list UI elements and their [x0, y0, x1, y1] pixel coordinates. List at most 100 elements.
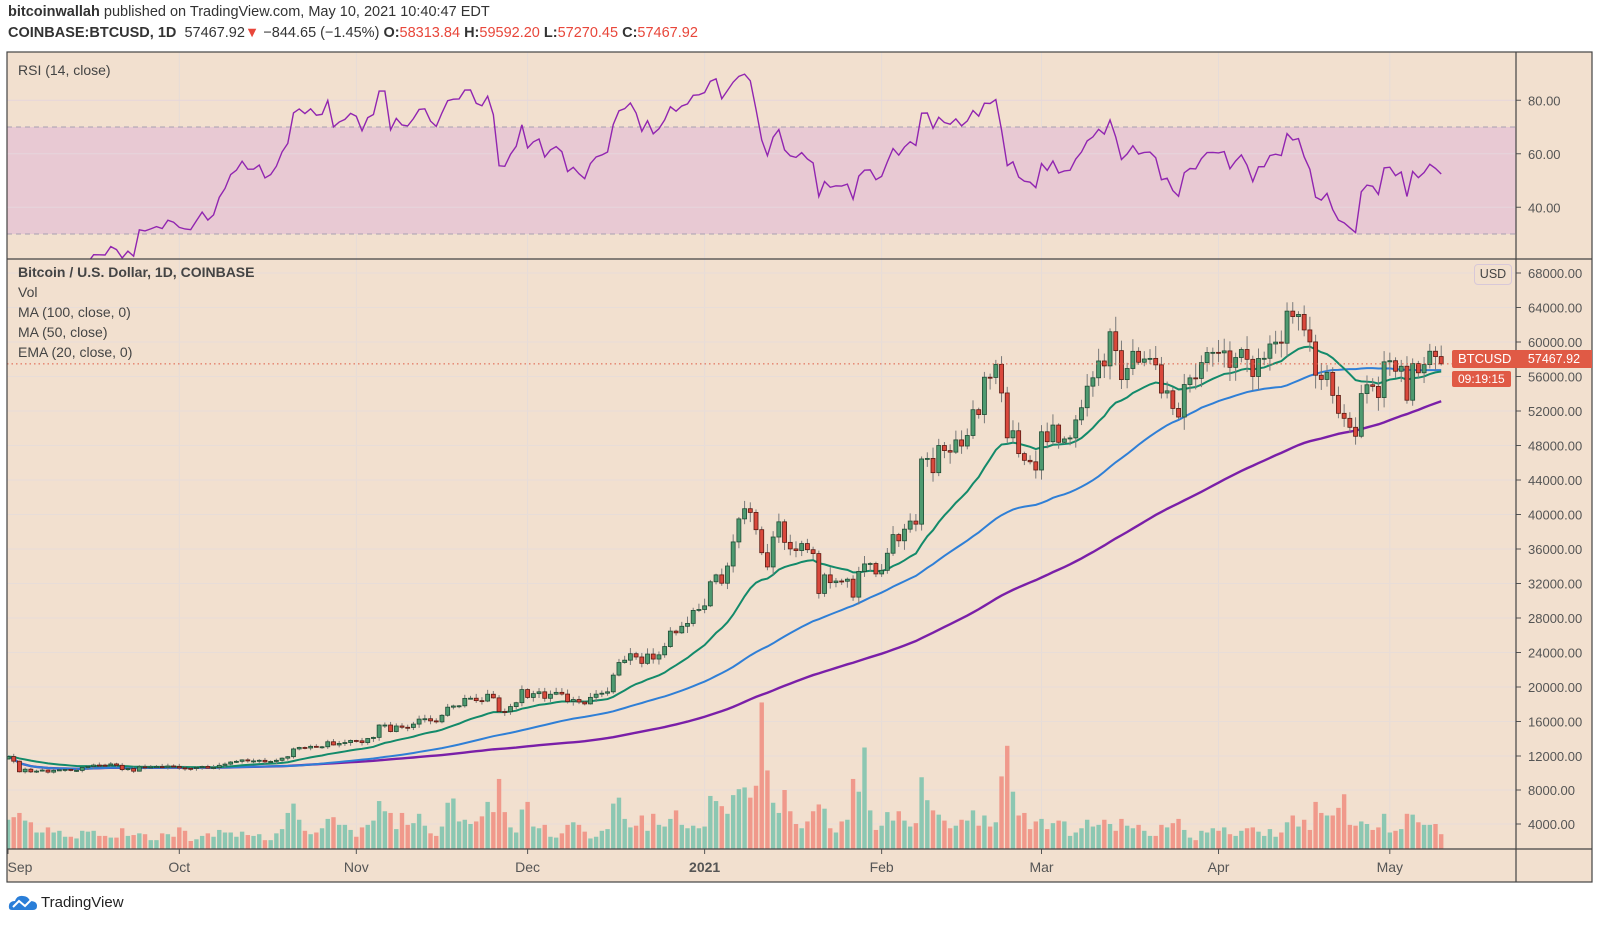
candle-up [553, 691, 559, 695]
volume-bar [1364, 824, 1370, 849]
volume-bar [936, 814, 941, 849]
candle-up [856, 571, 862, 598]
candle-up [1039, 431, 1044, 471]
candle-up [393, 725, 399, 732]
volume-bar [930, 810, 936, 849]
volume-bar [593, 836, 599, 849]
symbol-legend[interactable]: Bitcoin / U.S. Dollar, 1D, COINBASE [18, 264, 255, 280]
candle-up [867, 563, 873, 565]
candle-up [1238, 349, 1244, 358]
volume-bar [142, 834, 148, 849]
volume-bar [1307, 829, 1313, 849]
candle-up [422, 718, 428, 721]
candle-down [959, 439, 964, 447]
rsi-band [7, 127, 1516, 234]
volume-bar [833, 832, 839, 849]
candle-down [1056, 424, 1062, 443]
volume-bar [748, 797, 753, 849]
volume-bar [588, 838, 593, 849]
candle-down [1216, 351, 1221, 354]
author[interactable]: bitcoinwallah [8, 4, 100, 20]
candle-up [1267, 343, 1273, 359]
volume-bar [496, 778, 502, 849]
candle-up [485, 693, 491, 702]
volume-bar [1393, 830, 1398, 849]
rsi-legend[interactable]: RSI (14, close) [18, 62, 111, 78]
candle-up [445, 706, 451, 716]
candle-up [74, 770, 79, 772]
volume-bar [953, 825, 959, 849]
candle-up [1233, 357, 1239, 368]
volume-bar [622, 818, 627, 849]
high-label: H: [464, 25, 480, 41]
x-tick-label: Dec [515, 859, 540, 875]
volume-bar [1010, 791, 1016, 849]
candle-up [342, 742, 348, 744]
candle-down [119, 764, 125, 771]
volume-bar [1102, 819, 1107, 849]
volume-bar [759, 702, 764, 849]
candle-down [559, 691, 565, 695]
candle-up [154, 766, 159, 769]
low-label: L: [543, 25, 558, 41]
x-tick-label: Sep [8, 859, 33, 875]
tradingview-logo[interactable]: TradingView [8, 893, 124, 911]
volume-bar [74, 838, 79, 849]
candle-up [79, 766, 85, 771]
volume-bar [199, 835, 205, 849]
ma50-legend[interactable]: MA (50, close) [18, 324, 108, 340]
volume-bar [1090, 826, 1096, 849]
volume-bar [416, 813, 422, 849]
volume-bar [131, 835, 136, 849]
candle-down [1044, 431, 1050, 443]
volume-bar [668, 818, 673, 849]
vol-legend[interactable]: Vol [18, 284, 38, 300]
candle-up [936, 445, 942, 474]
volume-bar [1370, 829, 1375, 849]
candle-up [599, 692, 605, 695]
volume-bar [1359, 821, 1364, 849]
volume-bar [456, 821, 462, 849]
low-value: 57270.45 [557, 25, 619, 41]
candle-up [1210, 351, 1216, 354]
ema20-legend[interactable]: EMA (20, close, 0) [18, 344, 133, 360]
candle-down [428, 718, 433, 722]
volume-bar [388, 812, 393, 849]
volume-bar [411, 823, 416, 849]
candle-up [1187, 377, 1193, 385]
ma100-legend[interactable]: MA (100, close, 0) [18, 304, 131, 320]
volume-bar [1410, 814, 1415, 849]
bar-countdown: 09:19:15 [1452, 371, 1511, 387]
candle-up [508, 706, 513, 713]
volume-bar [1416, 822, 1421, 849]
candle-down [96, 764, 102, 767]
volume-bar [599, 830, 605, 849]
candle-up [450, 705, 456, 708]
candle-down [565, 693, 570, 702]
volume-bar [628, 827, 633, 849]
volume-bar [805, 821, 810, 849]
volume-bar [1142, 830, 1147, 849]
volume-bar [776, 812, 782, 849]
candle-down [159, 766, 165, 769]
volume-bar [708, 795, 713, 849]
price-axis-label: 40000.00 [1528, 508, 1582, 523]
candle-down [930, 458, 936, 474]
candle-up [251, 760, 256, 763]
currency-button[interactable]: USD [1474, 264, 1512, 285]
price-axis-label: 60000.00 [1528, 335, 1582, 350]
candle-up [662, 646, 668, 656]
overlay-lines [7, 345, 1442, 770]
volume-bar [17, 812, 22, 849]
candle-down [28, 768, 34, 773]
candle-up [513, 702, 519, 707]
volume-bar [736, 789, 742, 849]
x-tick-label: Oct [168, 859, 190, 875]
x-tick-label: Apr [1208, 859, 1230, 875]
volume-bar [1222, 827, 1227, 849]
volume-bar [342, 824, 348, 849]
volume-bar [177, 827, 182, 849]
candle-up [548, 693, 553, 699]
volume-bar [542, 824, 547, 849]
